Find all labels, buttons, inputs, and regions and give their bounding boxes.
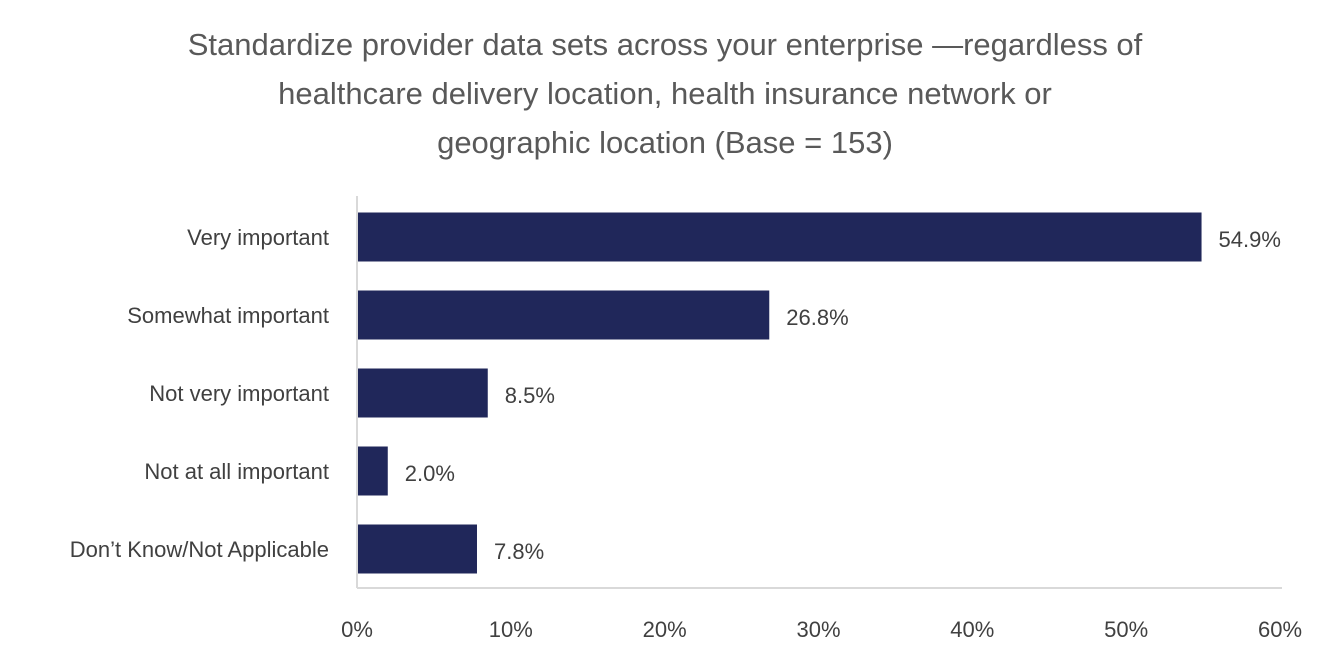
category-label: Don’t Know/Not Applicable xyxy=(70,537,329,562)
x-tick-label: 10% xyxy=(489,617,533,642)
data-label: 26.8% xyxy=(786,305,848,330)
data-label: 2.0% xyxy=(405,461,455,486)
data-label: 7.8% xyxy=(494,539,544,564)
category-label: Not very important xyxy=(149,381,329,406)
chart-title-line-2: healthcare delivery location, health ins… xyxy=(278,76,1052,111)
data-label: 54.9% xyxy=(1219,227,1281,252)
bar xyxy=(357,446,388,496)
category-label: Somewhat important xyxy=(127,303,329,328)
x-tick-label: 40% xyxy=(950,617,994,642)
chart-title-line-1: Standardize provider data sets across yo… xyxy=(187,27,1143,62)
x-tick-label: 60% xyxy=(1258,617,1302,642)
category-label: Very important xyxy=(187,225,329,250)
bar xyxy=(357,290,770,340)
chart-title-line-3: geographic location (Base = 153) xyxy=(437,125,893,160)
bar xyxy=(357,524,477,574)
x-tick-label: 20% xyxy=(643,617,687,642)
x-tick-label: 0% xyxy=(341,617,373,642)
x-tick-label: 30% xyxy=(796,617,840,642)
category-label: Not at all important xyxy=(144,459,329,484)
bar xyxy=(357,368,488,418)
chart-title: Standardize provider data sets across yo… xyxy=(65,20,1265,167)
x-tick-label: 50% xyxy=(1104,617,1148,642)
data-label: 8.5% xyxy=(505,383,555,408)
bar xyxy=(357,212,1202,262)
